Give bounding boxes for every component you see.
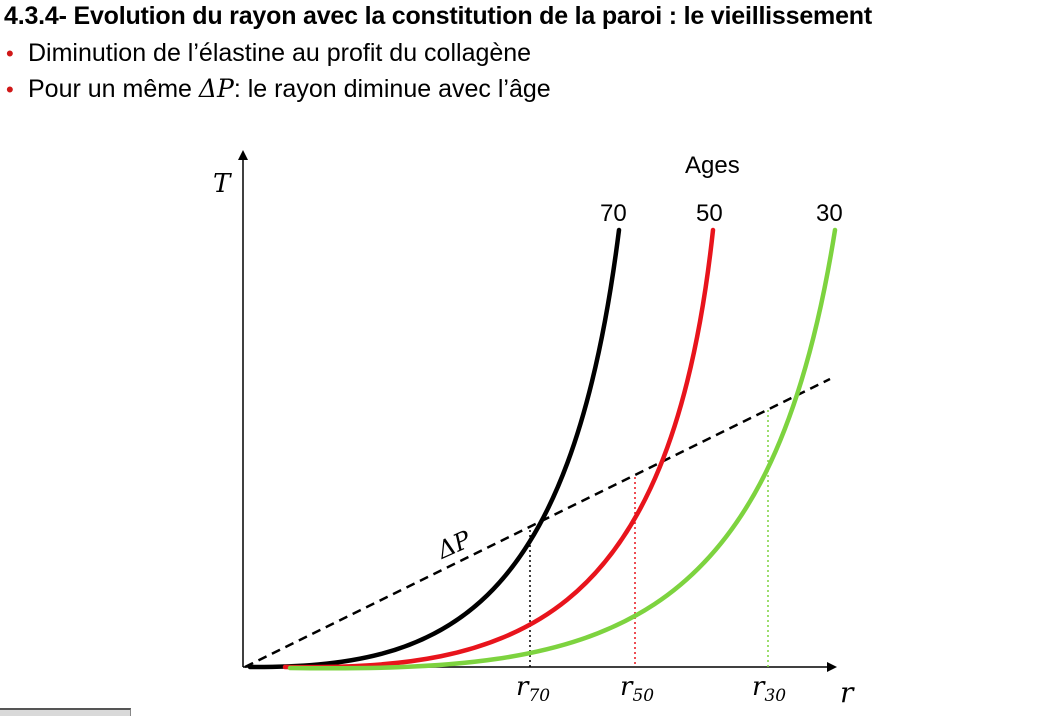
age-label-30: 30 — [816, 200, 843, 227]
delta-p-symbol: ΔP — [198, 74, 234, 103]
r50-label: r50 — [620, 672, 654, 706]
curve-age-30 — [287, 227, 838, 671]
bullet-text-end: : le rayon diminue avec l’âge — [233, 75, 551, 103]
slide-title: 4.3.4- Evolution du rayon avec la consti… — [4, 2, 872, 30]
age-label-70: 70 — [600, 200, 627, 227]
r30-base: r — [752, 672, 766, 702]
bullet-text: Diminution de l’élastine au profit du co… — [28, 39, 532, 67]
ages-legend-title: Ages — [685, 152, 740, 179]
bullet-dot: • — [6, 41, 14, 66]
age-label-50: 50 — [696, 200, 723, 227]
bullet-text-start: Pour un même — [28, 75, 199, 103]
pressure-line-label: ΔP — [432, 525, 476, 565]
bottom-tab — [0, 708, 131, 716]
bullet-item-rayon: • Pour un même ΔP: le rayon diminue avec … — [6, 71, 551, 107]
bullet-dot: • — [6, 77, 14, 102]
bullet-list: • Diminution de l’élastine au profit du c… — [6, 36, 551, 107]
y-axis-label: T — [213, 169, 232, 199]
pressure-line — [244, 377, 831, 669]
curve-age-50 — [282, 227, 716, 670]
bullet-item-elastine: • Diminution de l’élastine au profit du c… — [6, 36, 551, 71]
r70-base: r — [516, 672, 530, 702]
r70-label: r70 — [516, 672, 550, 706]
r70-sub: 70 — [528, 686, 550, 706]
curve-age-70 — [247, 227, 622, 670]
x-axis-label: r — [840, 676, 855, 709]
r50-base: r — [620, 672, 634, 702]
r30-sub: 30 — [764, 686, 786, 706]
r30-label: r30 — [752, 672, 786, 706]
r50-sub: 50 — [632, 686, 654, 706]
